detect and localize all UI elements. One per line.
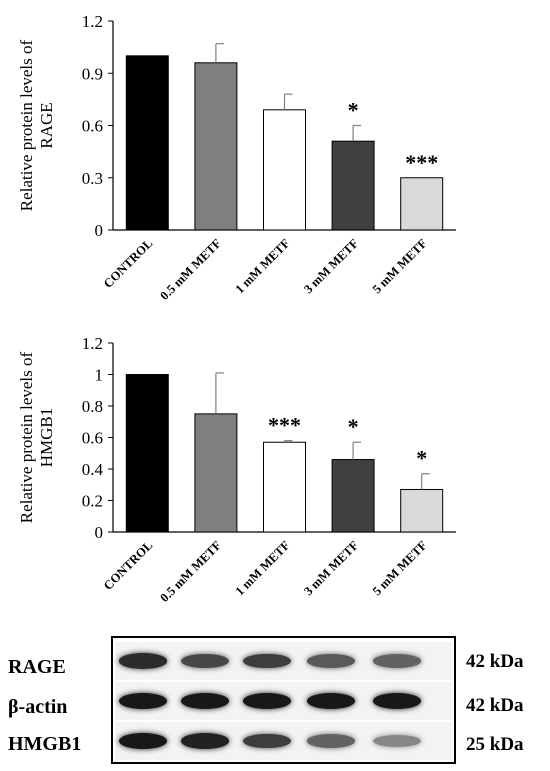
blot-band bbox=[181, 653, 229, 669]
hmgb1-bar-chart: 0 0.2 0.4 0.6 0.8 1 1.2 CONTROL 0.5 mM METF *** 1 … bbox=[17, 334, 456, 605]
y-tick-label: 0.6 bbox=[82, 117, 103, 136]
bar bbox=[125, 374, 169, 533]
blot-band bbox=[181, 733, 229, 749]
bar bbox=[263, 109, 306, 231]
blot-label-beta-actin: β-actin bbox=[8, 696, 68, 718]
y-axis-label: Relative protein levels of RAGE bbox=[17, 39, 56, 211]
blot-band bbox=[243, 693, 291, 709]
significance-marker: * bbox=[348, 414, 359, 439]
bar bbox=[331, 459, 375, 533]
category-label: 5 mM METF bbox=[370, 538, 430, 598]
y-axis-label-line: Relative protein levels of bbox=[17, 351, 36, 523]
y-tick-label: 0.3 bbox=[82, 169, 103, 188]
bar bbox=[400, 488, 444, 533]
bar bbox=[194, 413, 238, 533]
blot-band bbox=[307, 654, 355, 668]
bar bbox=[400, 177, 444, 231]
category-label: 0.5 mM METF bbox=[157, 538, 224, 605]
blot-kda-beta-actin: 42 kDa bbox=[466, 695, 524, 716]
blot-band bbox=[119, 693, 167, 709]
bar bbox=[125, 55, 169, 231]
y-axis-label-line: Relative protein levels of bbox=[17, 39, 36, 211]
blot-label-rage: RAGE bbox=[8, 656, 66, 678]
y-tick-label: 1.2 bbox=[82, 334, 103, 353]
y-tick-label: 0.4 bbox=[82, 460, 104, 479]
significance-marker: *** bbox=[405, 150, 438, 175]
y-axis-label-line: RAGE bbox=[37, 102, 56, 148]
blot-band bbox=[307, 693, 355, 709]
blot-band bbox=[373, 654, 421, 668]
bar bbox=[331, 140, 375, 231]
category-label: 3 mM METF bbox=[301, 538, 361, 598]
y-tick-label: 1 bbox=[95, 366, 104, 385]
y-tick-label: 0.6 bbox=[82, 429, 103, 448]
blot-kda-hmgb1: 25 kDa bbox=[466, 734, 524, 755]
blot-band bbox=[243, 653, 291, 669]
western-blot-panel: RAGE β-actin HMGB1 42 kDa 42 kDa 25 kDa bbox=[0, 630, 550, 771]
blot-band bbox=[243, 733, 291, 749]
y-tick-label: 0 bbox=[95, 221, 104, 240]
significance-marker: * bbox=[416, 446, 427, 471]
y-tick-label: 0.9 bbox=[82, 64, 103, 83]
y-tick-label: 0.8 bbox=[82, 397, 103, 416]
blot-label-hmgb1: HMGB1 bbox=[8, 733, 82, 755]
y-axis-label-line: HMGB1 bbox=[37, 408, 56, 468]
blot-band bbox=[307, 734, 355, 748]
blot-kda-rage: 42 kDa bbox=[466, 651, 524, 672]
category-label: 3 mM METF bbox=[301, 236, 361, 296]
y-tick-label: 0.2 bbox=[82, 492, 103, 511]
rage-bar-chart: 0 0.3 0.6 0.9 1.2 CONTROL 0.5 mM METF 1 mM METF… bbox=[17, 12, 456, 303]
significance-marker: *** bbox=[268, 413, 301, 438]
blot-band bbox=[181, 693, 229, 709]
y-axis-label: Relative protein levels of HMGB1 bbox=[17, 351, 56, 523]
category-label: 1 mM METF bbox=[233, 538, 293, 598]
y-tick-label: 1.2 bbox=[82, 12, 103, 31]
blot-band bbox=[373, 734, 421, 748]
significance-marker: * bbox=[348, 98, 359, 123]
y-tick-label: 0 bbox=[95, 523, 104, 542]
bar bbox=[194, 62, 238, 231]
category-label: CONTROL bbox=[101, 236, 156, 291]
category-label: 0.5 mM METF bbox=[157, 236, 224, 303]
category-label: CONTROL bbox=[101, 538, 156, 593]
blot-band bbox=[373, 693, 421, 709]
category-label: 5 mM METF bbox=[370, 236, 430, 296]
blot-band bbox=[119, 653, 167, 669]
category-label: 1 mM METF bbox=[233, 236, 293, 296]
blot-band bbox=[119, 733, 167, 749]
blot-frame bbox=[111, 636, 456, 764]
bar bbox=[263, 441, 306, 533]
